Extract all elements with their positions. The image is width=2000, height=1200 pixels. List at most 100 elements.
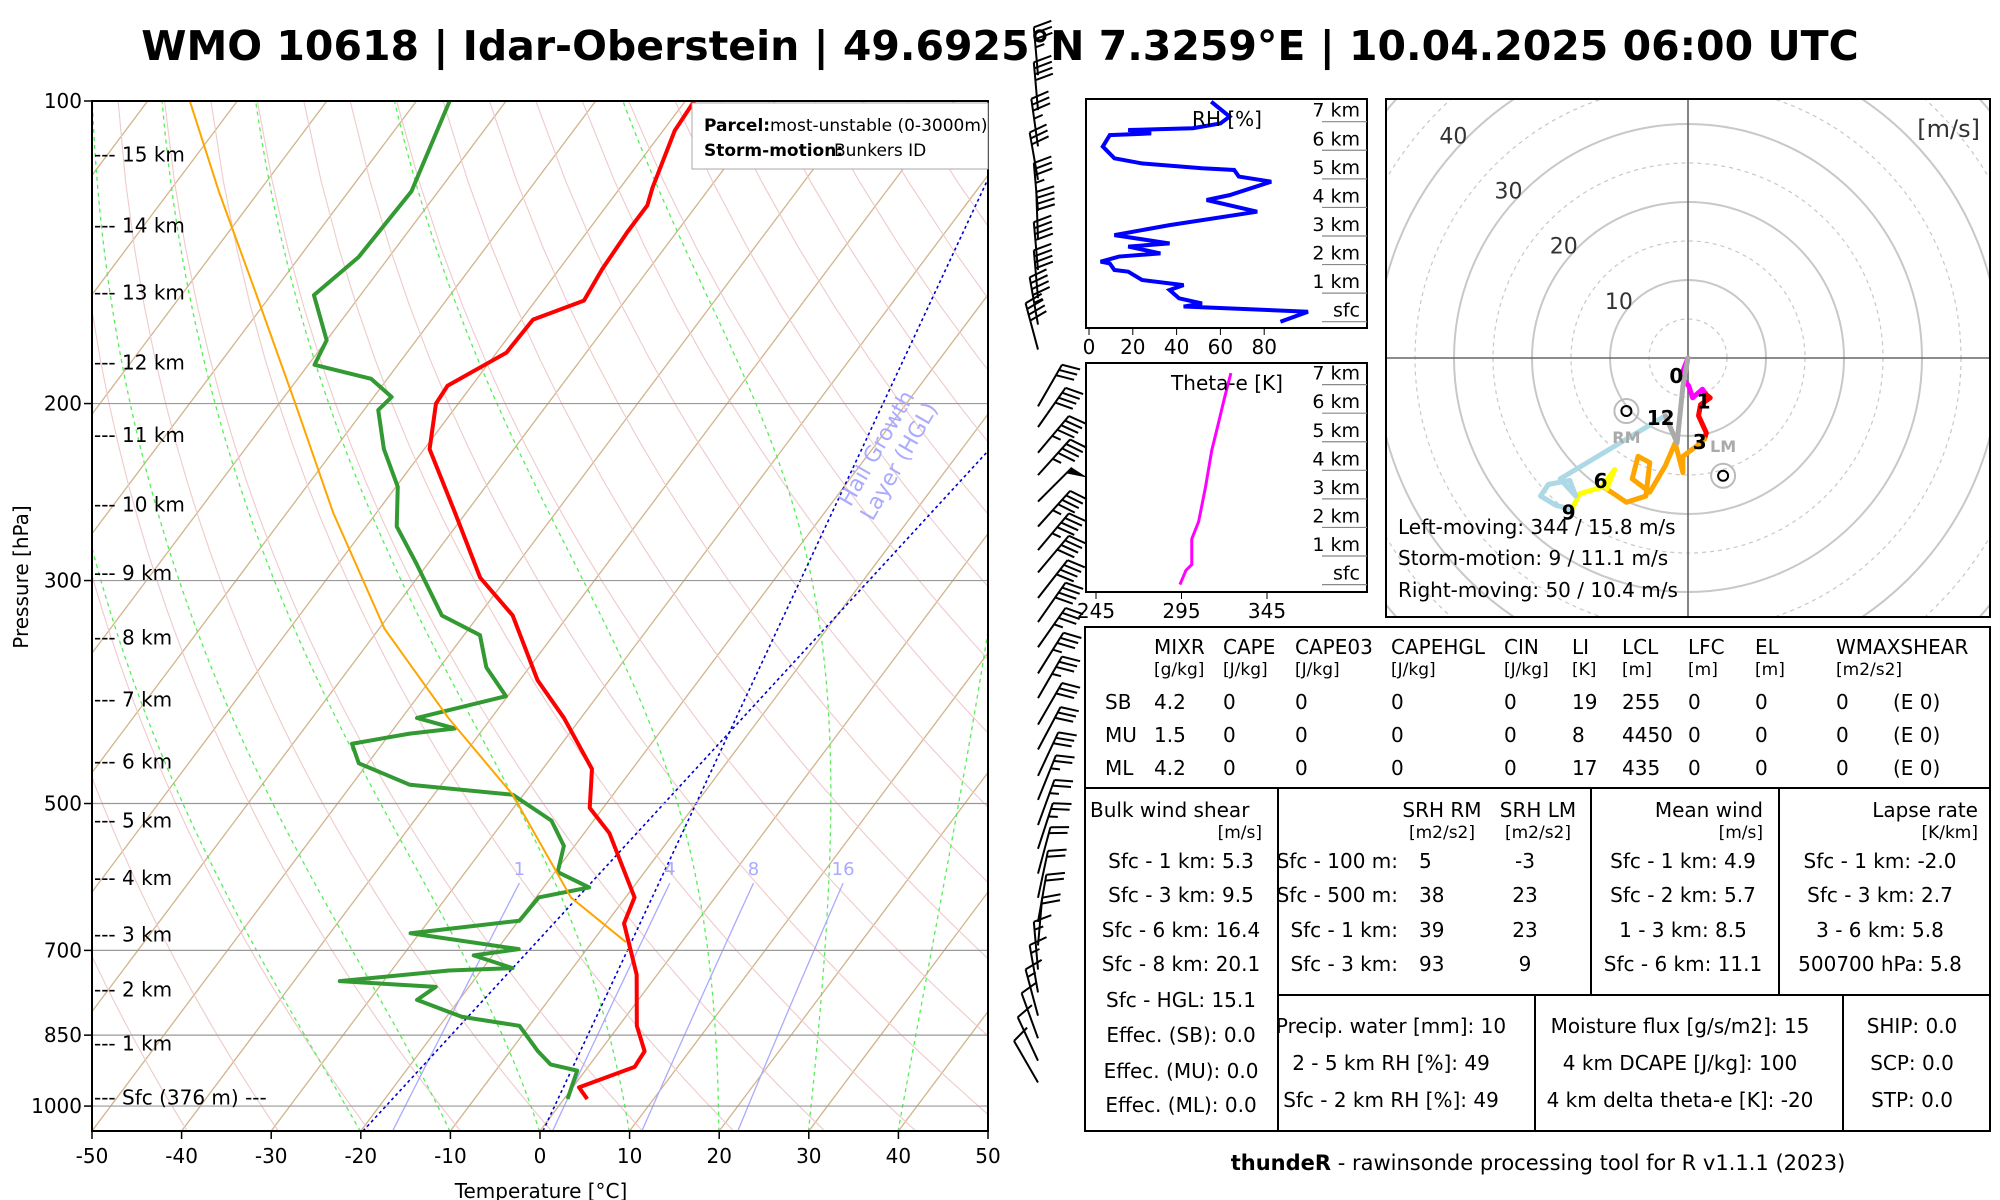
wind-barb-tick: [1065, 494, 1084, 505]
mean-wind-row: Sfc - 2 km: 5.7: [1610, 883, 1756, 907]
isotherm-line: [92, 101, 418, 535]
wind-barb-half-tick: [1052, 457, 1062, 464]
wind-barb-tick: [1031, 135, 1050, 146]
srh-row-label: Sfc - 1 km:: [1290, 918, 1398, 942]
wind-barb-tick: [1057, 451, 1076, 463]
wind-barb-tick: [1036, 203, 1056, 211]
wind-barb-tick: [1033, 214, 1052, 224]
theta-e-profile-line: [1178, 372, 1233, 586]
parcel-profile-line: [188, 101, 627, 943]
skewt-frame: [91, 100, 989, 1132]
wind-barb-tick: [1056, 548, 1075, 559]
temperature-profile-line: [427, 101, 696, 1101]
flux-row: Moisture flux [g/s/m2]: 15: [1551, 1014, 1810, 1038]
wind-barb-staff: [1037, 364, 1063, 407]
legend-parcel-label: Parcel:: [704, 116, 770, 136]
rm-label: RM: [1612, 428, 1640, 447]
rh-height-label: 1 km: [1312, 271, 1360, 293]
wind-barb-staff: [1037, 706, 1062, 750]
wind-barb-tick: [1058, 396, 1077, 405]
isotherm-line: [92, 101, 776, 1013]
wind-barb-tick: [1033, 248, 1053, 258]
wind-barb-staff: [1037, 754, 1057, 801]
dry-adiabat-line: [442, 101, 988, 960]
param-header-unit: [J/kg]: [1391, 660, 1436, 680]
mean-wind-row: Sfc - 1 km: 4.9: [1610, 849, 1756, 873]
wind-barb-staff: [1037, 438, 1071, 476]
srh-row-label: Sfc - 100 m:: [1277, 849, 1398, 873]
wind-barb-tick: [1058, 368, 1078, 376]
dry-adiabat-line: [535, 101, 988, 809]
wind-barb-staff: [1037, 559, 1069, 599]
bulk-shear-row: Effec. (SB): 0.0: [1106, 1023, 1255, 1047]
wind-barb-tick: [1034, 226, 1053, 236]
wind-barb-tick: [1032, 102, 1051, 112]
theta-e-height-label: 3 km: [1312, 477, 1360, 499]
param-cell: 0: [1688, 690, 1701, 714]
mixing-ratio-line: [641, 882, 755, 1131]
param-header: CAPE: [1223, 635, 1275, 659]
hodograph-ring-label: 40: [1439, 124, 1467, 149]
theta-e-height-label: 2 km: [1312, 505, 1360, 527]
theta-e-title: Theta-e [K]: [1170, 371, 1283, 395]
dry-adiabat-line: [210, 101, 735, 1131]
wind-barb: [1032, 54, 1054, 111]
wind-barb-tick: [1034, 167, 1053, 176]
hodograph-height-mark: 1: [1697, 390, 1711, 414]
wind-barb-tick: [1055, 665, 1075, 673]
param-header: LFC: [1688, 635, 1725, 659]
rh-height-label: sfc: [1333, 300, 1360, 322]
wind-barb: [1037, 893, 1061, 946]
mixing-ratio-line: [391, 882, 520, 1131]
dry-adiabat-line: [349, 101, 988, 1116]
wind-barb-tick: [1045, 877, 1064, 882]
theta-e-tick-label: 345: [1248, 599, 1286, 623]
rh-frame: [1085, 98, 1368, 329]
wind-barb-tick: [1055, 374, 1075, 381]
param-cell: 0: [1295, 756, 1308, 780]
temperature-tick-label: -50: [76, 1144, 109, 1168]
rm-marker: [1620, 405, 1633, 418]
parameter-table: MIXR[g/kg]CAPE[J/kg]CAPE03[J/kg]CAPEHGL[…: [1084, 626, 1991, 1132]
wind-barb-tick: [1054, 778, 1074, 783]
moist-adiabat-line: [393, 101, 720, 1131]
param-header: LCL: [1622, 635, 1659, 659]
lapse-rate-unit: [K/km]: [1921, 823, 1978, 843]
moist-adiabat-line: [897, 627, 988, 1131]
srh-row-label: Sfc - 3 km:: [1290, 952, 1398, 976]
wind-barb-staff: [1037, 512, 1070, 551]
wind-barb-tick: [1032, 286, 1051, 296]
dry-adiabat-line: [674, 101, 988, 588]
temperature-tick-label: 0: [534, 1144, 547, 1168]
wind-barb: [1028, 123, 1050, 180]
hodograph-ring-label: 30: [1495, 180, 1523, 205]
wind-barb-staff: [1037, 656, 1063, 699]
pressure-tick-label: 850: [44, 1023, 82, 1047]
height-label: --- 2 km: [94, 978, 172, 1002]
bulk-shear-row: Sfc - 3 km: 9.5: [1108, 883, 1254, 907]
moist-adiabat-line: [92, 545, 361, 1131]
wind-barb: [1037, 848, 1067, 898]
wind-barb-tick: [1029, 936, 1047, 947]
wind-barb-half-tick: [1050, 767, 1061, 771]
wind-barb-staff: [1037, 535, 1070, 574]
wind-barb-tick: [1036, 197, 1055, 205]
wind-barb-tick: [1061, 586, 1081, 595]
wind-barb: [1037, 415, 1087, 454]
param-cell-extra: (E 0): [1893, 690, 1940, 714]
param-cell: 8: [1572, 723, 1585, 747]
mean-wind-row: 1 - 3 km: 8.5: [1619, 918, 1747, 942]
storm-right-moving: Right-moving: 50 / 10.4 m/s: [1398, 578, 1678, 602]
isotherm-line: [92, 101, 238, 296]
wind-barb-tick: [1060, 706, 1079, 713]
isotherm-line: [92, 101, 328, 416]
param-cell: 0: [1504, 723, 1517, 747]
wind-barb: [1020, 981, 1039, 1039]
wind-barb-tick: [1052, 802, 1072, 806]
wind-barb: [1028, 936, 1047, 993]
wind-barb-tick: [1047, 848, 1067, 852]
srh-lm-value: 23: [1512, 883, 1537, 907]
temperature-tick-label: 10: [617, 1144, 642, 1168]
mixing-ratio-label: 4: [664, 859, 675, 880]
wind-barb-tick: [1055, 692, 1075, 700]
